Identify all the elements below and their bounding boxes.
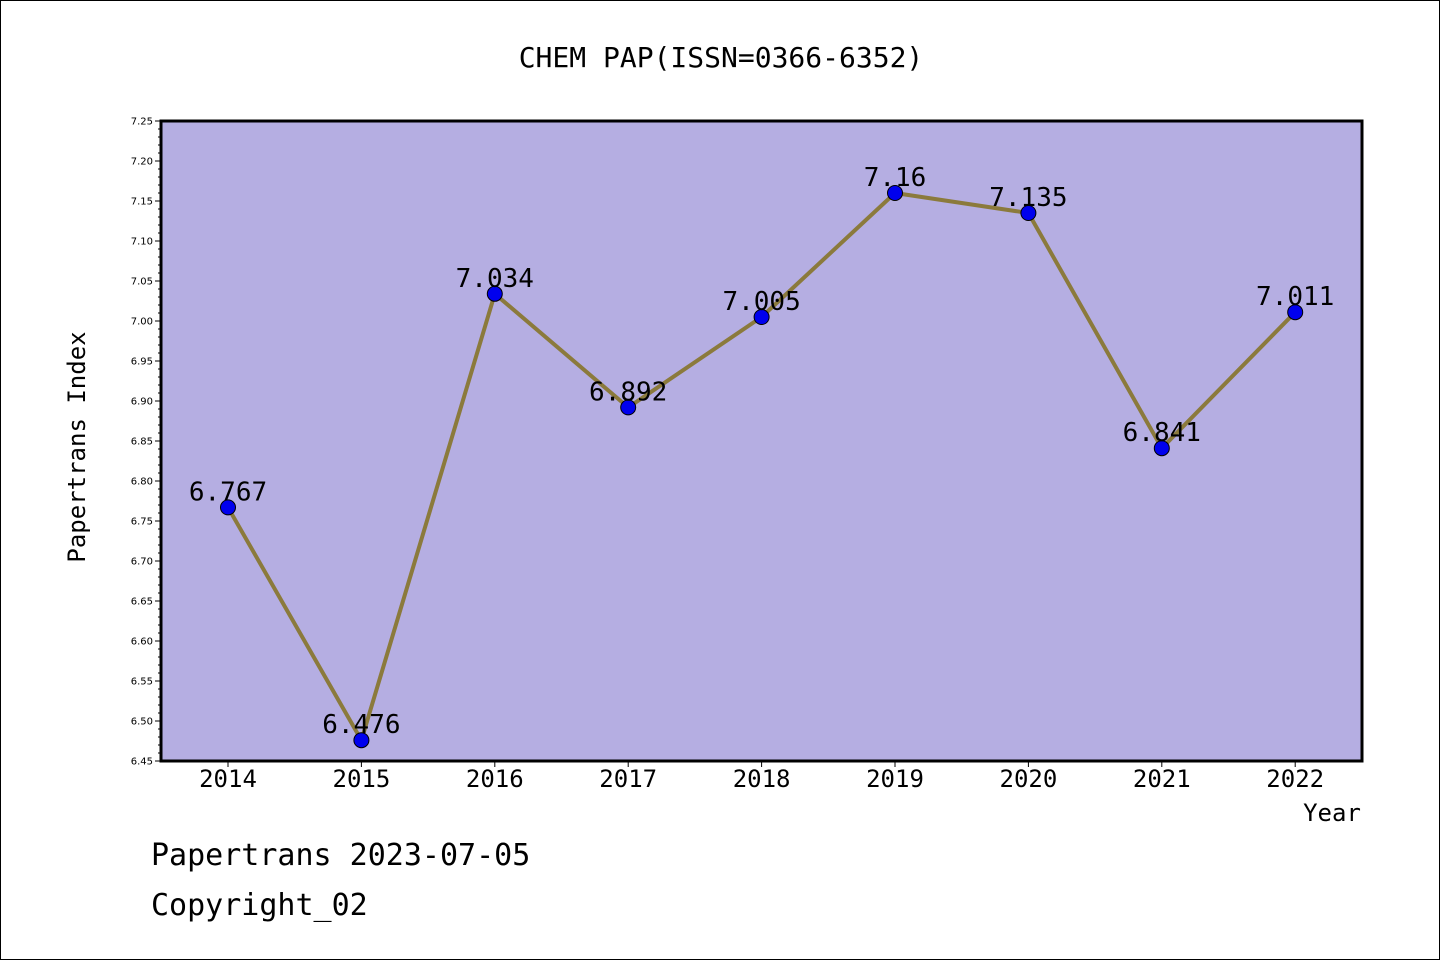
data-label: 7.011 — [1256, 282, 1334, 312]
y-axis-label: Papertrans Index — [63, 331, 91, 562]
data-point — [486, 285, 503, 302]
chart-title: CHEM PAP(ISSN=0366-6352) — [519, 41, 924, 74]
x-tick-label: 2015 — [333, 765, 391, 793]
y-tick-label: 6.80 — [131, 477, 153, 488]
y-tick-label: 7.25 — [131, 117, 153, 128]
y-tick-label: 6.45 — [131, 757, 153, 768]
data-labels-layer: 6.767 6.476 7.034 6.892 7.005 7.16 7.135 6.841 7… — [189, 163, 1334, 740]
data-point — [620, 399, 637, 416]
x-tick-label: 2014 — [199, 765, 257, 793]
data-point — [220, 499, 236, 516]
y-tick-label: 7.10 — [131, 237, 153, 248]
x-tick-label: 2022 — [1266, 765, 1324, 793]
y-tick-label: 6.75 — [131, 517, 153, 528]
y-tick-label: 6.90 — [131, 397, 153, 408]
y-tick-label: 6.55 — [131, 677, 153, 688]
y-axis: 6.45 6.50 6.55 6.60 6.65 6.70 6.75 6.80 6.85 6.90… — [131, 117, 161, 768]
data-label: 7.16 — [864, 163, 927, 193]
data-label: 6.767 — [189, 477, 267, 507]
y-tick-label: 6.50 — [131, 717, 153, 728]
x-tick-label: 2019 — [866, 765, 924, 793]
data-label: 7.034 — [456, 264, 534, 294]
data-label: 6.476 — [322, 710, 400, 740]
data-point — [753, 309, 770, 325]
y-tick-label: 6.95 — [131, 357, 153, 368]
data-point — [1287, 304, 1304, 321]
data-point — [1153, 440, 1170, 457]
y-tick-label: 7.05 — [131, 277, 153, 288]
data-point — [1020, 205, 1037, 221]
data-label: 6.892 — [589, 377, 667, 407]
data-label: 7.005 — [722, 287, 800, 317]
y-tick-label: 6.65 — [131, 597, 153, 608]
x-tick-label: 2016 — [466, 765, 524, 793]
y-tick-label: 6.60 — [131, 637, 153, 648]
y-tick-label: 6.85 — [131, 437, 153, 448]
x-tick-label: 2020 — [1000, 765, 1058, 793]
x-tick-label: 2021 — [1133, 765, 1191, 793]
x-axis: 2014 2015 2016 2017 2018 2019 2020 2021 2022 — [199, 761, 1324, 793]
y-tick-label: 7.00 — [131, 317, 153, 328]
x-tick-label: 2018 — [733, 765, 791, 793]
data-point — [887, 185, 903, 201]
footer-date: Papertrans 2023-07-05 — [151, 838, 530, 873]
y-tick-label: 7.20 — [131, 157, 153, 168]
x-axis-label: Year — [1303, 799, 1361, 827]
footer-copyright: Copyright_02 — [151, 888, 368, 923]
y-tick-label: 6.70 — [131, 557, 153, 568]
data-label: 6.841 — [1123, 418, 1201, 448]
y-tick-label: 7.15 — [131, 197, 153, 208]
series-layer — [220, 185, 1304, 749]
data-label: 7.135 — [989, 183, 1067, 213]
x-tick-label: 2017 — [599, 765, 657, 793]
data-point — [353, 732, 370, 749]
